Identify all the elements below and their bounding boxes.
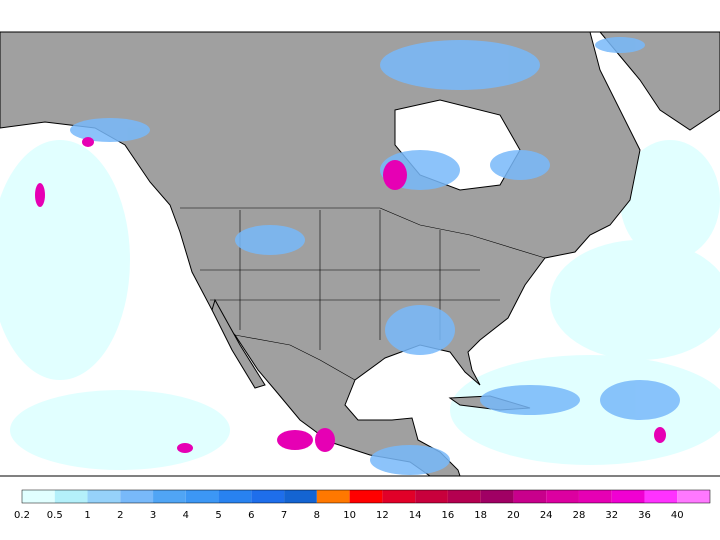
colorbar-label: 24 [540, 510, 553, 521]
colorbar-label: 36 [638, 510, 651, 521]
colorbar-label: 32 [605, 510, 618, 521]
colorbar-label: 18 [474, 510, 487, 521]
colorbar-label: 5 [215, 510, 221, 521]
colorbar-label: 6 [248, 510, 254, 521]
colorbar-label: 8 [314, 510, 320, 521]
colorbar-label: 0.5 [47, 510, 63, 521]
colorbar-swatch [284, 490, 317, 503]
colorbar-swatch [415, 490, 448, 503]
colorbar-swatch [316, 490, 350, 503]
colorbar-swatch [513, 490, 547, 503]
map [0, 31, 720, 477]
colorbar-label: 2 [117, 510, 123, 521]
colorbar-label: 7 [281, 510, 287, 521]
colorbar-swatch [251, 490, 285, 503]
colorbar-label: 28 [573, 510, 586, 521]
colorbar-label: 40 [671, 510, 684, 521]
colorbar-swatch [546, 490, 579, 503]
colorbar-swatch [54, 490, 88, 503]
colorbar-swatch [218, 490, 252, 503]
greenland [598, 31, 720, 131]
colorbar-swatch [578, 490, 612, 503]
colorbar-label: 12 [376, 510, 389, 521]
colorbar-label: 20 [507, 510, 520, 521]
colorbar-label: 14 [409, 510, 422, 521]
colorbar-swatch [677, 490, 710, 503]
colorbar-border [21, 489, 711, 504]
colorbar-swatch [611, 490, 645, 503]
colorbar-swatch [120, 490, 154, 503]
colorbar-label: 1 [84, 510, 90, 521]
borders [180, 207, 546, 381]
baja [211, 298, 266, 389]
colorbar-swatch [349, 490, 383, 503]
heavy-precip [35, 137, 666, 453]
colorbar-label: 16 [442, 510, 455, 521]
colorbar-swatch [87, 490, 121, 503]
colorbar-label: 3 [150, 510, 156, 521]
colorbar-swatch [22, 490, 55, 503]
colorbar-label: 10 [343, 510, 356, 521]
colorbar: 0.2 0.5 1 2 3 4 5 6 7 8 10 12 14 16 18 20 24 28 32 36 40 [14, 489, 711, 521]
colorbar-swatch [382, 490, 416, 503]
colorbar-swatch [153, 490, 186, 503]
colorbar-swatch [185, 490, 219, 503]
colorbar-swatch [644, 490, 678, 503]
colorbar-label: 4 [183, 510, 189, 521]
colorbar-label: 0.2 [14, 510, 30, 521]
colorbar-swatch [447, 490, 481, 503]
colorbar-swatch [480, 490, 514, 503]
